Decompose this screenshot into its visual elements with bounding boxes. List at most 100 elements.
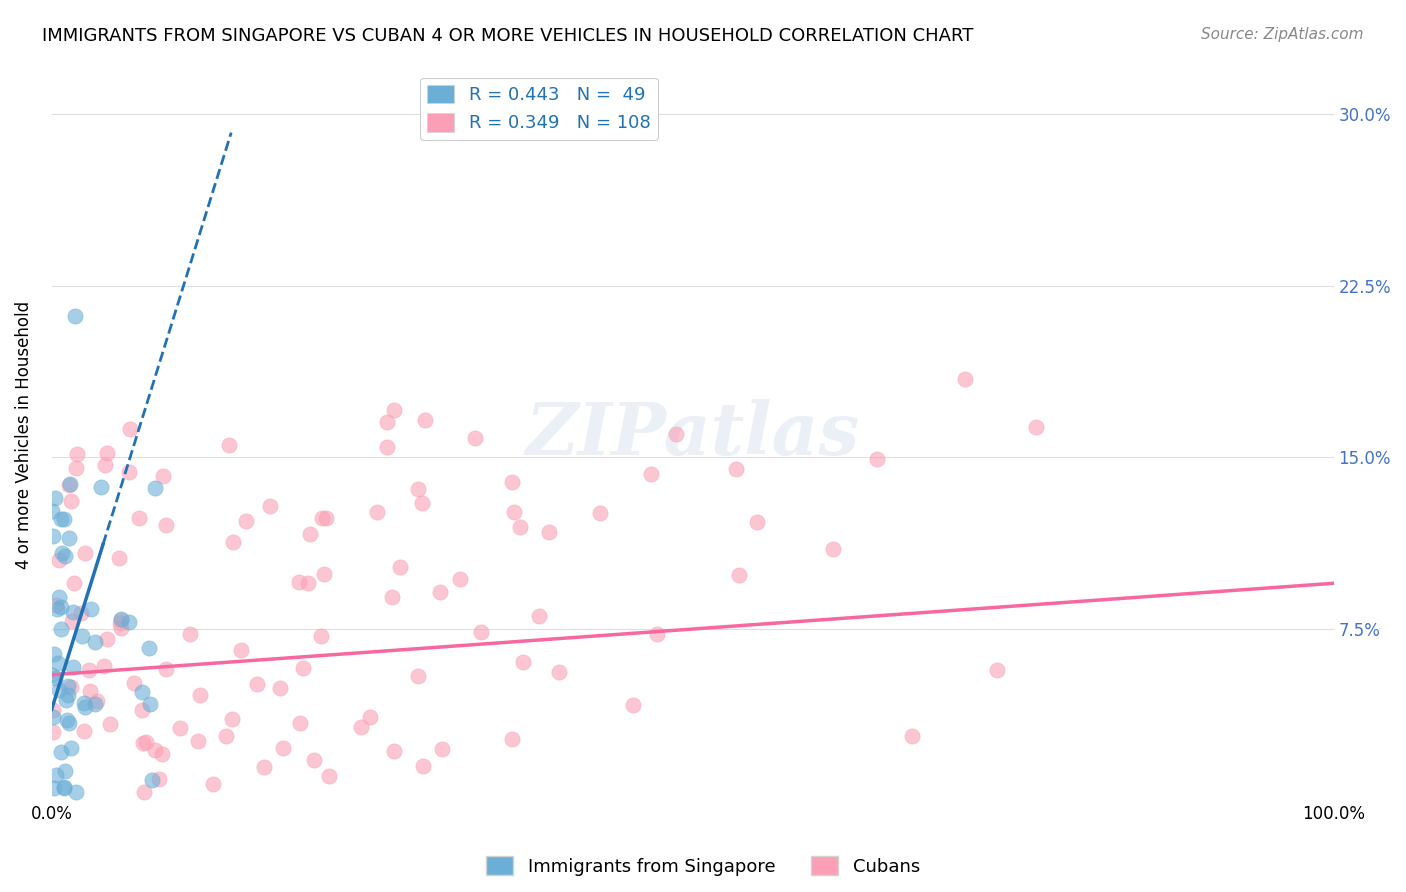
Point (538, 525, 561, 540)
Point (52, 512, 75, 526)
Point (155, 662, 177, 676)
Point (150, 747, 173, 762)
Point (298, 526, 321, 541)
Point (640, 467, 662, 481)
Point (42, 703, 65, 717)
Point (41, 504, 63, 518)
Point (141, 772, 163, 787)
Point (253, 759, 276, 773)
Point (79, 663, 101, 677)
Point (143, 481, 166, 495)
Point (218, 438, 240, 452)
Point (60, 614, 83, 628)
Point (45, 602, 67, 616)
Point (412, 758, 434, 772)
Point (84, 698, 107, 712)
Point (297, 576, 319, 591)
Point (221, 712, 243, 726)
Point (96, 446, 118, 460)
Point (287, 574, 309, 589)
Point (53, 549, 76, 563)
Legend: R = 0.443   N =  49, R = 0.349   N = 108: R = 0.443 N = 49, R = 0.349 N = 108 (420, 78, 658, 140)
Point (866, 452, 889, 467)
Point (381, 591, 404, 605)
Point (110, 622, 132, 636)
Point (728, 568, 751, 582)
Point (222, 535, 245, 549)
Point (65, 785, 87, 799)
Point (80, 602, 103, 616)
Point (122, 675, 145, 690)
Point (59, 740, 82, 755)
Point (41, 668, 63, 682)
Point (93, 659, 115, 673)
Point (665, 427, 688, 442)
Point (821, 542, 844, 557)
Point (214, 729, 236, 743)
Point (315, 510, 337, 524)
Text: Source: ZipAtlas.com: Source: ZipAtlas.com (1201, 27, 1364, 42)
Point (42, 529, 65, 543)
Point (118, 615, 141, 629)
Point (132, 736, 155, 750)
Point (382, 744, 405, 758)
Point (70, 607, 93, 621)
Point (110, 612, 132, 626)
Point (311, 511, 333, 525)
Point (621, 698, 644, 712)
Point (187, 733, 209, 747)
Point (132, 785, 155, 799)
Point (350, 720, 373, 734)
Point (179, 626, 201, 640)
Point (75, 546, 97, 560)
Point (41, 724, 63, 739)
Point (63, 309, 86, 323)
Y-axis label: 4 or more Vehicles in Household: 4 or more Vehicles in Household (15, 301, 32, 568)
Point (470, 624, 492, 639)
Point (49, 745, 72, 759)
Point (430, 742, 453, 756)
Point (73, 696, 96, 710)
Point (62, 660, 84, 674)
Point (449, 572, 471, 586)
Point (42, 709, 65, 723)
Point (138, 697, 160, 711)
Point (503, 505, 526, 519)
Point (55, 692, 77, 706)
Point (135, 735, 157, 749)
Point (56, 688, 79, 702)
Point (229, 643, 252, 657)
Point (42, 648, 65, 662)
Point (645, 626, 668, 640)
Point (501, 732, 523, 747)
Point (406, 482, 429, 496)
Point (724, 462, 747, 476)
Point (148, 772, 170, 786)
Point (152, 469, 174, 483)
Point (512, 655, 534, 669)
Point (110, 616, 132, 631)
Point (1025, 420, 1047, 434)
Point (501, 475, 523, 490)
Point (406, 669, 429, 683)
Point (66, 447, 89, 461)
Point (59, 477, 82, 491)
Point (56, 679, 79, 693)
Point (271, 740, 294, 755)
Point (188, 688, 211, 702)
Point (58, 716, 80, 731)
Point (413, 413, 436, 427)
Point (202, 777, 225, 791)
Point (53, 764, 76, 778)
Point (292, 661, 315, 675)
Point (60, 493, 83, 508)
Point (901, 729, 924, 743)
Point (246, 676, 269, 690)
Point (259, 499, 281, 513)
Point (62, 576, 84, 591)
Point (110, 613, 132, 627)
Point (359, 709, 381, 723)
Text: IMMIGRANTS FROM SINGAPORE VS CUBAN 4 OR MORE VEHICLES IN HOUSEHOLD CORRELATION C: IMMIGRANTS FROM SINGAPORE VS CUBAN 4 OR … (42, 27, 973, 45)
Point (269, 681, 291, 695)
Point (527, 609, 550, 624)
